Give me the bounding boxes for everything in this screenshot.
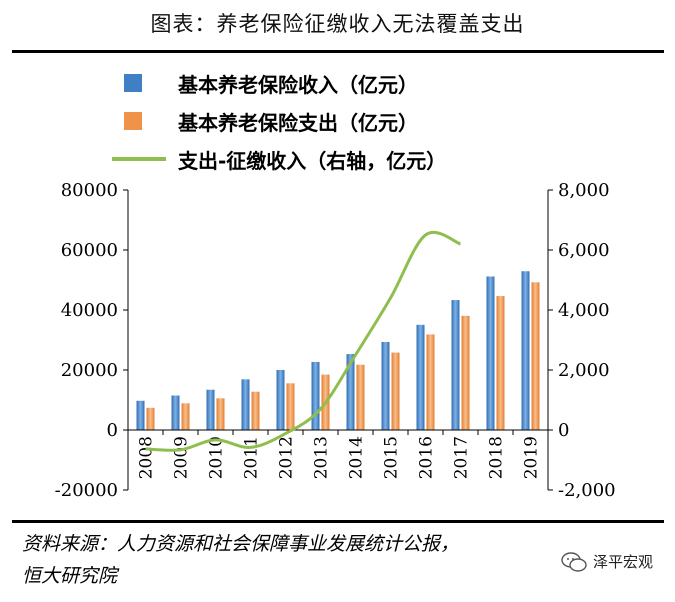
legend-swatch-income: [124, 74, 142, 92]
category-label: 2016: [417, 436, 437, 479]
bar-income: [451, 300, 460, 430]
watermark: 泽平宏观: [561, 551, 653, 572]
right-tick-label: 8,000: [558, 180, 610, 201]
legend: 基本养老保险收入（亿元） 基本养老保险支出（亿元） 支出-征缴收入（右轴，亿元）: [112, 64, 446, 178]
category-label: 2019: [522, 436, 542, 479]
bar-expense: [181, 403, 190, 430]
left-tick-label: 0: [107, 420, 118, 441]
chart-title: 图表：养老保险征缴收入无法覆盖支出: [150, 12, 525, 36]
legend-swatch-expense: [124, 112, 142, 130]
source-line-1: 资料来源：人力资源和社会保障事业发展统计公报，: [22, 533, 460, 555]
category-label: 2015: [382, 436, 402, 479]
category-label: 2017: [452, 436, 472, 479]
bar-expense: [496, 296, 505, 430]
bar-income: [241, 379, 250, 430]
legend-item-income: 基本养老保险收入（亿元）: [112, 64, 446, 102]
category-label: 2018: [487, 436, 507, 479]
right-tick-label: -2,000: [558, 480, 616, 501]
bar-expense: [531, 282, 540, 430]
left-tick-label: 80000: [61, 180, 118, 201]
watermark-text: 泽平宏观: [592, 553, 653, 571]
bottom-rule: [12, 520, 664, 523]
bar-expense: [286, 383, 295, 430]
bar-income: [346, 354, 355, 430]
source-note: 资料来源：人力资源和社会保障事业发展统计公报， 恒大研究院: [22, 528, 459, 592]
bar-expense: [426, 334, 435, 430]
legend-item-gap: 支出-征缴收入（右轴，亿元）: [112, 140, 446, 178]
bar-expense: [461, 315, 470, 430]
bar-expense: [356, 364, 365, 430]
legend-item-expense: 基本养老保险支出（亿元）: [112, 102, 446, 140]
legend-label-income: 基本养老保险收入（亿元）: [178, 72, 418, 97]
left-tick-label: 40000: [61, 300, 118, 321]
bar-income: [206, 389, 215, 430]
right-tick-label: 4,000: [558, 300, 610, 321]
legend-swatch-gap: [112, 157, 166, 161]
legend-label-gap: 支出-征缴收入（右轴，亿元）: [178, 148, 447, 173]
category-label: 2009: [172, 436, 192, 479]
bar-income: [311, 361, 320, 430]
wechat-icon: [561, 551, 587, 572]
bar-income: [381, 341, 390, 430]
category-label: 2012: [277, 436, 297, 479]
bar-income: [521, 271, 530, 430]
category-label: 2008: [137, 436, 157, 479]
right-tick-label: 6,000: [558, 240, 610, 261]
bar-expense: [251, 391, 260, 430]
bar-income: [276, 369, 285, 430]
category-label: 2011: [242, 436, 262, 479]
bar-expense: [146, 407, 155, 430]
right-tick-label: 2,000: [558, 360, 610, 381]
source-line-2: 恒大研究院: [22, 565, 118, 587]
category-label: 2013: [312, 436, 332, 479]
bar-income: [416, 324, 425, 430]
left-tick-label: 60000: [61, 240, 118, 261]
top-rule: [12, 50, 664, 53]
bar-income: [136, 400, 145, 430]
left-tick-label: 20000: [61, 360, 118, 381]
bar-income: [171, 395, 180, 430]
legend-label-expense: 基本养老保险支出（亿元）: [178, 110, 418, 135]
bar-income: [486, 276, 495, 430]
right-tick-label: 0: [558, 420, 569, 441]
category-label: 2010: [207, 436, 227, 479]
category-label: 2014: [347, 436, 367, 479]
chart-plot: -20000 0 20000 40000 60000 80000 -2,000 0 2,000 4…: [55, 180, 616, 501]
bar-expense: [391, 352, 400, 430]
left-tick-label: -20000: [55, 480, 118, 501]
bar-expense: [216, 398, 225, 430]
line-gap: [145, 230, 462, 452]
